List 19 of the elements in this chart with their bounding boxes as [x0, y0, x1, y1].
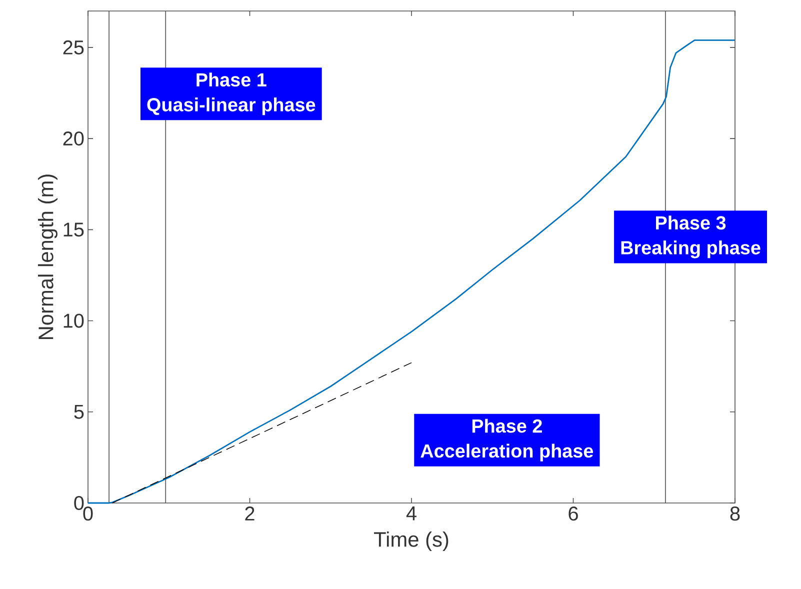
x-tick-label: 6	[568, 506, 578, 521]
y-tick-label: 25	[63, 40, 84, 54]
annotation: Breaking phase	[621, 240, 760, 258]
x-axis-title: Time (s)	[374, 531, 448, 551]
y-tick-label: 5	[74, 404, 84, 419]
annotation: Phase 2	[472, 418, 542, 433]
x-tick-label: 2	[245, 506, 254, 520]
x-tick-label: 8	[730, 506, 740, 521]
x-tick-label: 4	[406, 506, 416, 520]
annotation: Phase 3	[656, 216, 726, 230]
y-tick-label: 0	[74, 496, 84, 510]
x-tick-label: 0	[83, 506, 93, 521]
y-tick-label: 10	[64, 314, 84, 328]
annotation: Quasi-linear phase	[147, 98, 316, 116]
y-tick-label: 20	[63, 132, 84, 146]
y-tick-label: 15	[64, 222, 84, 237]
y-axis-title: Normal length (m)	[38, 174, 58, 339]
annotation: Phase 1	[196, 72, 266, 87]
annotation: Acceleration phase	[420, 444, 594, 462]
